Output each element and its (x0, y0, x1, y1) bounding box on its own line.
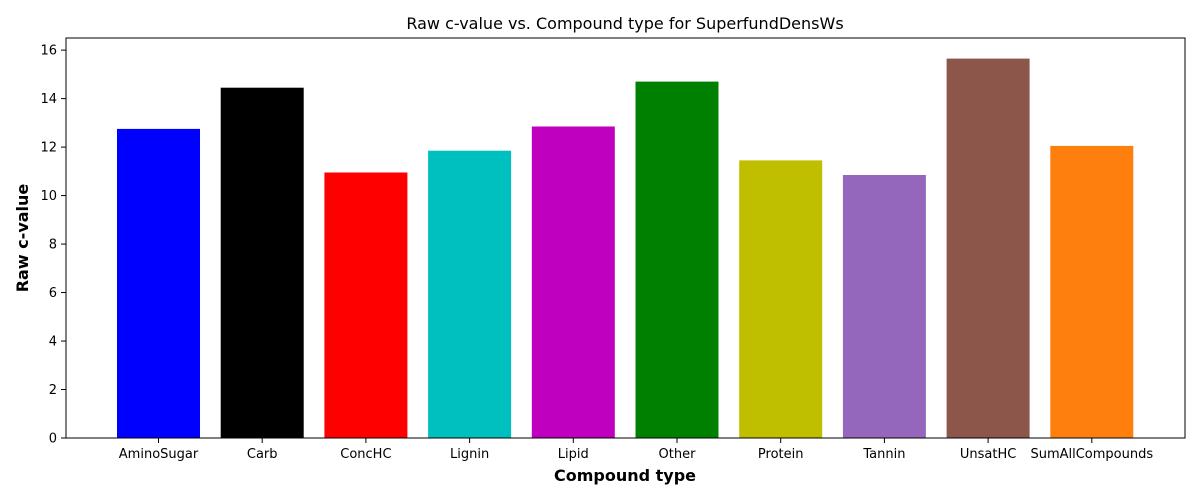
y-tick-label: 12 (40, 141, 57, 156)
chart-title: Raw c-value vs. Compound type for Superf… (406, 14, 843, 33)
x-axis-label: Compound type (554, 466, 696, 485)
y-axis: 0 2 4 6 8 10 12 14 16 (40, 44, 66, 447)
bar-other (635, 81, 719, 438)
x-tick-label: ConcHC (340, 447, 391, 462)
y-tick-label: 4 (49, 335, 57, 350)
x-tick-label: AminoSugar (119, 447, 199, 462)
bars-group (117, 58, 1134, 438)
x-tick-label: Protein (758, 447, 804, 462)
bar-lignin (428, 150, 512, 438)
bar-lipid (531, 126, 615, 438)
bar-protein (739, 160, 823, 438)
bar-aminosugar (117, 128, 200, 438)
y-tick-label: 6 (49, 286, 57, 301)
bar-tannin (842, 175, 926, 438)
y-tick-label: 10 (40, 189, 57, 204)
x-tick-label: Carb (247, 447, 278, 462)
y-tick-label: 14 (40, 92, 57, 107)
x-tick-label: Other (659, 447, 697, 462)
x-tick-label: Tannin (862, 447, 905, 462)
x-axis: AminoSugar Carb ConcHC Lignin Lipid Other Prot… (119, 438, 1153, 462)
bar-unsathc (946, 58, 1030, 438)
y-tick-label: 0 (49, 432, 57, 447)
bar-sumallcompounds (1050, 145, 1134, 438)
x-tick-label: Lignin (450, 447, 489, 462)
x-tick-label: Lipid (558, 447, 589, 462)
x-tick-label: UnsatHC (960, 447, 1016, 462)
y-tick-label: 2 (49, 383, 57, 398)
x-tick-label: SumAllCompounds (1030, 447, 1153, 462)
y-tick-label: 8 (49, 238, 57, 253)
plot-frame (65, 37, 1186, 439)
bar-carb (220, 87, 304, 438)
y-axis-label: Raw c-value (13, 184, 32, 293)
y-tick-label: 16 (40, 44, 57, 59)
bar-conchc (324, 172, 408, 438)
